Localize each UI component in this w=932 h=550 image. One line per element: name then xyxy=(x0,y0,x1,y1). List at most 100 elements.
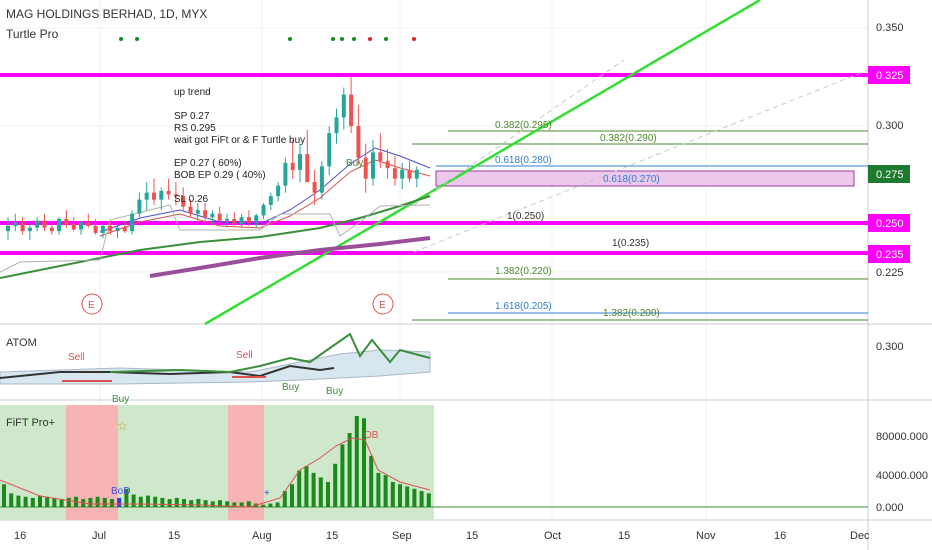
candle-body xyxy=(261,204,266,216)
candle-body xyxy=(217,213,222,221)
volume-bar xyxy=(333,463,338,507)
candle-body xyxy=(152,192,156,200)
price-badge-325: 0.325 xyxy=(876,70,904,82)
earnings-e: E xyxy=(88,300,95,311)
annotation-wait: wait got FiFt or & F Turtle buy xyxy=(173,135,305,146)
fift-signal-line xyxy=(0,437,431,508)
fib-label: 1.382(0.200) xyxy=(603,308,660,319)
atom-signals: Sell Buy Sell Buy Buy xyxy=(68,350,343,405)
candle-body xyxy=(363,157,368,179)
volume-bar xyxy=(340,444,345,507)
volume-bar xyxy=(239,502,244,507)
candle-body xyxy=(100,225,105,233)
time-tick: 15 xyxy=(326,530,338,542)
time-tick: Sep xyxy=(392,530,412,542)
volume-bar xyxy=(189,500,194,507)
fift-volume-bars xyxy=(2,416,431,507)
volume-bar xyxy=(38,495,42,507)
candle-body xyxy=(225,218,229,221)
volume-bar xyxy=(102,497,107,507)
fib-label: 0.618(0.280) xyxy=(495,155,552,166)
long-ma-purple xyxy=(149,236,431,278)
volume-bar xyxy=(369,455,374,507)
candle-body xyxy=(312,182,317,193)
fift-axis-tick: 0.000 xyxy=(876,502,904,514)
time-tick: 15 xyxy=(466,530,478,542)
indicator-name: Turtle Pro xyxy=(6,27,59,41)
candle-body xyxy=(268,196,273,205)
candle-body xyxy=(42,220,47,228)
earnings-e: E xyxy=(379,300,386,311)
volume-bar xyxy=(390,481,395,507)
atom-axis-tick: 0.300 xyxy=(876,341,904,353)
time-tick: Dec xyxy=(850,530,870,542)
time-tick: Nov xyxy=(696,530,716,542)
volume-bar xyxy=(138,496,143,507)
candle-body xyxy=(188,206,193,214)
volume-bar xyxy=(347,433,352,507)
volume-bar xyxy=(225,501,230,507)
candle-body xyxy=(130,213,135,232)
volume-bar xyxy=(290,484,294,507)
fib-label: 1(0.235) xyxy=(612,238,649,249)
dashed-projection-lower xyxy=(413,69,869,253)
volume-bar xyxy=(275,502,280,507)
candle-body xyxy=(144,192,149,200)
time-tick: 16 xyxy=(774,530,786,542)
volume-bar xyxy=(88,497,93,507)
volume-bar xyxy=(210,501,215,507)
candle-body xyxy=(210,213,215,218)
volume-bar xyxy=(59,499,64,507)
price-tick: 0.300 xyxy=(876,120,904,132)
time-tick: 15 xyxy=(168,530,180,542)
volume-bar xyxy=(131,494,136,507)
candle-body xyxy=(276,185,281,197)
volume-bar xyxy=(326,481,330,507)
candle-body xyxy=(115,227,120,232)
candle-body xyxy=(137,199,142,214)
candle-body xyxy=(93,225,98,233)
candle-body xyxy=(79,222,83,230)
volume-bar xyxy=(232,502,237,507)
candle-body xyxy=(49,227,54,232)
fift-zones xyxy=(0,405,434,520)
candle-body xyxy=(305,154,310,183)
volume-bar xyxy=(203,500,208,507)
candle-body xyxy=(173,194,178,197)
price-tick: 0.225 xyxy=(876,267,904,279)
candle-body xyxy=(122,227,127,232)
price-buy-label: Buy xyxy=(346,158,363,169)
fib-lines xyxy=(412,130,868,321)
candle-body xyxy=(86,222,91,226)
annotation-bob-ep: BOB EP 0.29 ( 40%) xyxy=(174,170,266,181)
price-badge-275: 0.275 xyxy=(876,169,904,181)
volume-bar xyxy=(398,484,402,507)
price-badges: 0.325 0.275 0.250 0.235 xyxy=(868,66,910,263)
volume-bar xyxy=(318,477,323,507)
fib-label: 1.618(0.205) xyxy=(495,301,552,312)
uptrend-line xyxy=(204,0,761,326)
time-tick: Aug xyxy=(252,530,272,542)
candle-body xyxy=(159,190,164,200)
grid xyxy=(0,0,868,520)
price-badge-235: 0.235 xyxy=(876,249,904,261)
volume-bar xyxy=(268,503,273,507)
price-tick: 0.350 xyxy=(876,22,904,34)
annotation-rs: RS 0.295 xyxy=(174,123,216,134)
candle-body xyxy=(13,222,18,226)
candle-body xyxy=(108,225,113,232)
candle-body xyxy=(392,168,397,179)
volume-bar xyxy=(167,499,172,507)
candle-body xyxy=(6,225,10,232)
atom-signal-buy: Buy xyxy=(112,394,129,405)
volume-bar xyxy=(30,497,35,507)
volume-bar xyxy=(304,466,309,507)
volume-bar xyxy=(9,493,14,507)
magenta-levels xyxy=(0,73,868,255)
volume-bar xyxy=(182,499,186,507)
candle-body xyxy=(400,169,405,179)
fift-bod-label: BoD xyxy=(111,486,130,497)
volume-bar xyxy=(174,497,179,507)
volume-bar xyxy=(246,501,251,507)
